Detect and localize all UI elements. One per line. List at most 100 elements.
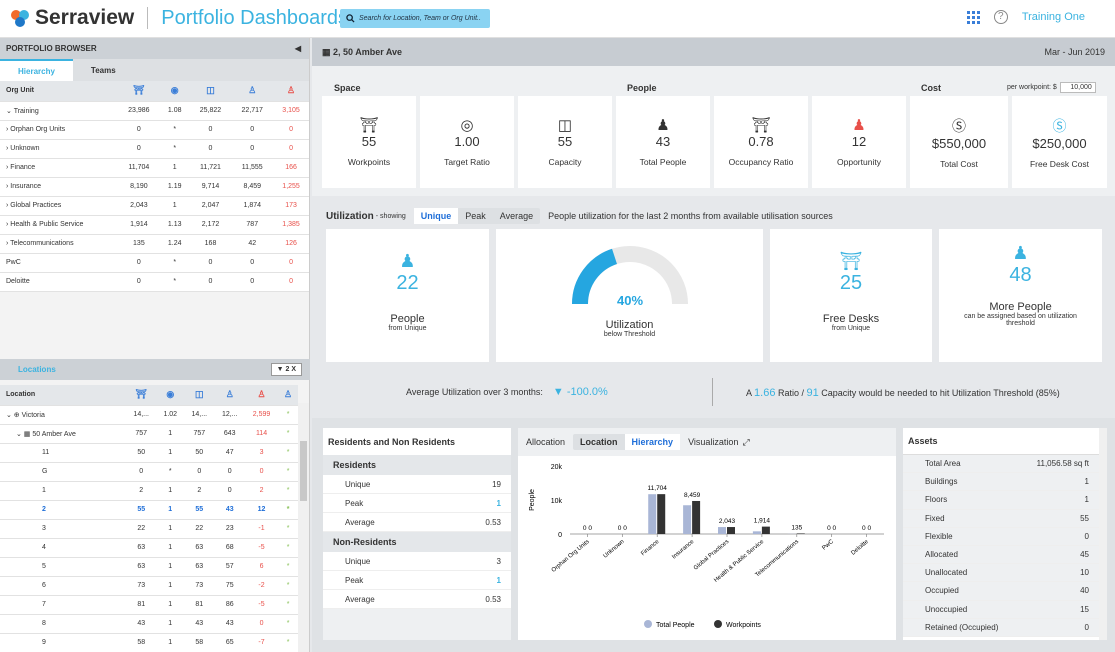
table-row[interactable]: 1 2 1 2 0 2 * xyxy=(0,481,298,501)
tab-location[interactable]: Location xyxy=(580,437,618,447)
table-row[interactable]: G 0 * 0 0 0 * xyxy=(0,462,298,482)
location-name[interactable]: 4 xyxy=(0,538,126,558)
scrollbar[interactable] xyxy=(298,403,309,652)
free-desk-cost-card[interactable]: Ⓢ $250,000 Free Desk Cost xyxy=(1012,96,1107,188)
table-row[interactable]: › Global Practices 2,043 1 2,047 1,874 173 xyxy=(0,196,309,216)
table-row[interactable]: 2 55 1 55 43 12 * xyxy=(0,499,298,520)
location-name[interactable]: 2 xyxy=(0,499,126,520)
assets-scrollbar[interactable] xyxy=(1099,428,1107,640)
col-org-unit[interactable]: Org Unit xyxy=(0,81,118,102)
location-name[interactable]: 8 xyxy=(0,614,126,634)
table-row[interactable]: ⌄ ▦ 50 Amber Ave 757 1 757 643 114 * xyxy=(0,424,298,444)
location-name[interactable]: 11 xyxy=(0,443,126,463)
chevron-right-icon[interactable]: › xyxy=(6,202,11,209)
chevron-right-icon[interactable]: › xyxy=(6,164,11,171)
filter-button[interactable]: ▼ 2 X xyxy=(270,363,302,376)
chevron-right-icon[interactable]: › xyxy=(6,145,11,152)
logo[interactable]: Serraview Portfolio Dashboards xyxy=(10,6,348,30)
table-row[interactable]: 5 63 1 63 57 6 * xyxy=(0,557,298,577)
capacity-card[interactable]: ◫ 55 Capacity xyxy=(518,96,612,188)
utilization-col-icon[interactable]: ♙ xyxy=(278,385,298,406)
org-unit-name[interactable]: › Global Practices xyxy=(0,196,118,216)
table-row[interactable]: › Health & Public Service 1,914 1.13 2,172 7… xyxy=(0,215,309,235)
location-name[interactable]: 6 xyxy=(0,576,126,596)
table-row[interactable]: › Finance 11,704 1 11,721 11,555 166 xyxy=(0,158,309,178)
table-row[interactable]: › Insurance 8,190 1.19 9,714 8,459 1,255 xyxy=(0,177,309,197)
grid-menu-icon[interactable] xyxy=(966,10,980,24)
table-row[interactable]: 4 63 1 63 68 -5 * xyxy=(0,538,298,558)
chevron-right-icon[interactable]: › xyxy=(6,240,11,247)
table-row[interactable]: ⌄ ⊕ Victoria 14,... 1.02 14,... 12,... 2,599 * xyxy=(0,405,298,425)
org-unit-name[interactable]: › Orphan Org Units xyxy=(0,120,118,140)
collapse-icon[interactable]: ◀ xyxy=(294,44,301,53)
mode-unique-button[interactable]: Unique xyxy=(413,208,459,224)
chevron-right-icon[interactable]: › xyxy=(6,221,11,228)
total-people-card[interactable]: ♟ 43 Total People xyxy=(616,96,710,188)
location-name[interactable]: 7 xyxy=(0,595,126,615)
table-row[interactable]: 3 22 1 22 23 -1 * xyxy=(0,519,298,539)
opportunity-col-icon[interactable]: ♙ xyxy=(273,81,309,102)
target-ratio-col-icon[interactable]: ◉ xyxy=(156,385,185,406)
table-row[interactable]: › Orphan Org Units 0 * 0 0 0 xyxy=(0,120,309,140)
utilization-gauge-card[interactable]: 40% Utilization below Threshold xyxy=(496,229,763,362)
scrollbar-thumb[interactable] xyxy=(300,441,307,501)
free-desks-card[interactable]: ⛩ 25 Free Desks from Unique xyxy=(770,229,932,362)
location-name[interactable]: ⌄ ⊕ Victoria xyxy=(0,405,126,425)
table-row[interactable]: Deloitte 0 * 0 0 0 xyxy=(0,272,309,292)
location-name[interactable]: 5 xyxy=(0,557,126,577)
workpoints-col-icon[interactable]: ⛩ xyxy=(126,385,157,406)
table-row[interactable]: PwC 0 * 0 0 0 xyxy=(0,253,309,273)
util-people-card[interactable]: ♟ 22 People from Unique xyxy=(326,229,489,362)
capacity-col-icon[interactable]: ◫ xyxy=(189,81,232,102)
table-row[interactable]: ⌄ Training 23,986 1.08 25,822 22,717 3,105 xyxy=(0,101,309,121)
location-name[interactable]: 1 xyxy=(0,481,126,501)
globe-icon[interactable]: ⌄ ⊕ xyxy=(6,411,22,419)
workpoints-col-icon[interactable]: ⛩ xyxy=(118,81,160,102)
org-unit-name[interactable]: › Finance xyxy=(0,158,118,178)
location-name[interactable]: 9 xyxy=(0,633,126,652)
building-icon[interactable]: ⌄ ▦ xyxy=(16,430,33,438)
org-unit-name[interactable]: › Telecommunications xyxy=(0,234,118,254)
period[interactable]: Mar - Jun 2019 xyxy=(1044,47,1105,57)
user-name[interactable]: Training One xyxy=(1021,11,1085,23)
table-row[interactable]: 6 73 1 73 75 -2 * xyxy=(0,576,298,596)
capacity-col-icon[interactable]: ◫ xyxy=(184,385,215,406)
location-name[interactable]: G xyxy=(0,462,126,482)
occupancy-ratio-card[interactable]: ⛩ 0.78 Occupancy Ratio xyxy=(714,96,808,188)
target-ratio-card[interactable]: ◎ 1.00 Target Ratio xyxy=(420,96,514,188)
org-unit-name[interactable]: › Unknown xyxy=(0,139,118,159)
org-unit-name[interactable]: › Insurance xyxy=(0,177,118,197)
org-unit-name[interactable]: Deloitte xyxy=(0,272,118,292)
chevron-right-icon[interactable]: › xyxy=(6,183,11,190)
expand-icon[interactable]: ⤢ xyxy=(742,436,750,447)
chevron-down-icon[interactable]: ⌄ xyxy=(6,107,14,115)
opportunity-card[interactable]: ♟ 12 Opportunity xyxy=(812,96,906,188)
workpoints-card[interactable]: ⛩ 55 Workpoints xyxy=(322,96,416,188)
table-row[interactable]: › Telecommunications 135 1.24 168 42 126 xyxy=(0,234,309,254)
location-name[interactable]: 3 xyxy=(0,519,126,539)
search-input[interactable]: Search for Location, Team or Org Unit.. xyxy=(340,9,490,28)
tab-visualization[interactable]: Visualization xyxy=(688,437,739,447)
table-row[interactable]: 7 81 1 81 86 -5 * xyxy=(0,595,298,615)
org-unit-name[interactable]: ⌄ Training xyxy=(0,101,118,121)
org-unit-name[interactable]: › Health & Public Service xyxy=(0,215,118,235)
col-location[interactable]: Location xyxy=(0,385,126,406)
tab-teams[interactable]: Teams xyxy=(90,65,116,75)
opportunity-col-icon[interactable]: ♙ xyxy=(244,385,279,406)
tab-hierarchy[interactable]: Hierarchy xyxy=(0,59,73,81)
mode-average-button[interactable]: Average xyxy=(499,211,534,221)
chevron-right-icon[interactable]: › xyxy=(6,126,11,133)
table-row[interactable]: 9 58 1 58 65 -7 * xyxy=(0,633,298,652)
mode-peak-button[interactable]: Peak xyxy=(465,211,486,221)
people-col-icon[interactable]: ♙ xyxy=(231,81,274,102)
per-workpoint-input[interactable]: 10,000 xyxy=(1059,82,1096,93)
people-col-icon[interactable]: ♙ xyxy=(214,385,245,406)
org-unit-name[interactable]: PwC xyxy=(0,253,118,273)
more-people-card[interactable]: ♟ 48 More People can be assigned based o… xyxy=(939,229,1102,362)
target-ratio-col-icon[interactable]: ◉ xyxy=(159,81,190,102)
help-icon[interactable]: ? xyxy=(993,10,1008,24)
table-row[interactable]: › Unknown 0 * 0 0 0 xyxy=(0,139,309,159)
location-name[interactable]: ⌄ ▦ 50 Amber Ave xyxy=(0,424,126,444)
total-cost-card[interactable]: Ⓢ $550,000 Total Cost xyxy=(910,96,1008,188)
table-row[interactable]: 11 50 1 50 47 3 * xyxy=(0,443,298,463)
